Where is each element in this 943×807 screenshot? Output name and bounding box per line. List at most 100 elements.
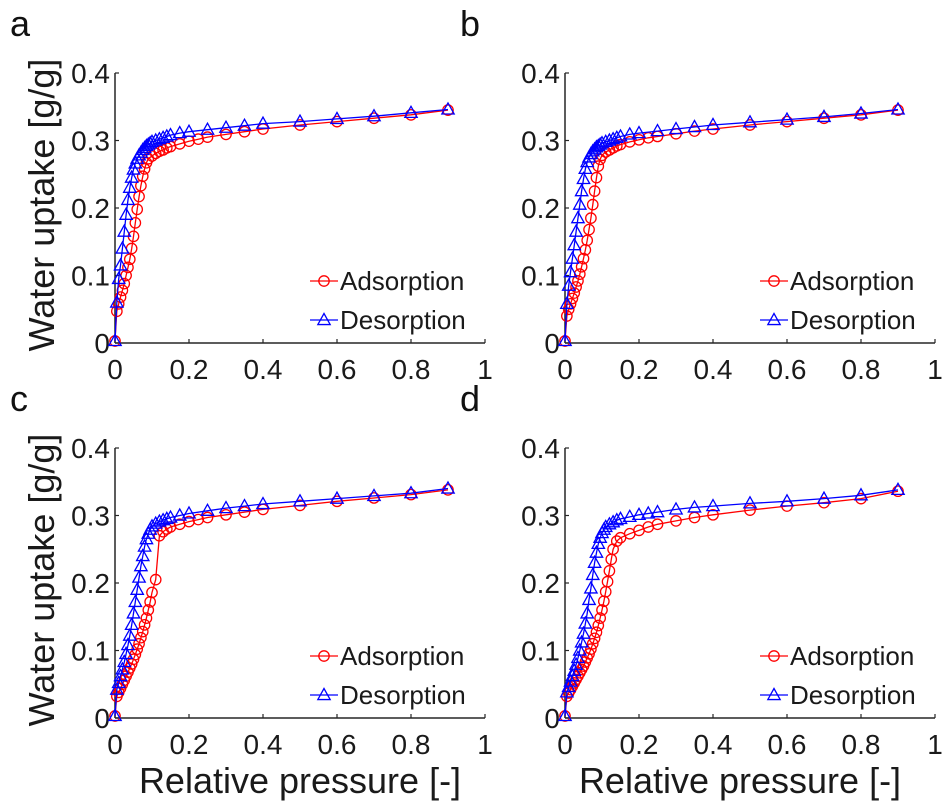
data-point (329, 111, 345, 125)
y-tick-label: 0.3 (521, 501, 560, 532)
legend: Adsorption Desorption (310, 266, 466, 335)
data-point (890, 101, 906, 115)
x-tick-label: 0 (107, 729, 123, 760)
data-point (581, 234, 594, 247)
y-tick-label: 0.2 (521, 568, 560, 599)
x-tick-label: 0.2 (620, 354, 659, 385)
data-point (159, 511, 175, 525)
legend-entry: Desorption (790, 680, 916, 710)
data-point (779, 111, 795, 125)
data-point (136, 170, 149, 183)
data-point (744, 504, 756, 516)
data-point (237, 117, 252, 131)
y-tick-label: 0.2 (71, 568, 110, 599)
data-point (576, 171, 591, 185)
data-point (557, 708, 573, 722)
y-tick-label: 0.1 (71, 636, 110, 667)
data-point (200, 121, 215, 135)
data-point (122, 261, 134, 274)
data-point (816, 490, 832, 504)
data-point (129, 581, 145, 595)
y-axis-label-text: Water uptake [g/g] (21, 433, 62, 727)
x-tick-label: 0 (107, 354, 123, 385)
data-point (890, 482, 906, 496)
data-point (581, 592, 597, 606)
y-tick-label: 0.2 (71, 193, 110, 224)
data-point (601, 575, 614, 588)
data-point (565, 668, 580, 682)
data-point (128, 594, 143, 608)
legend-entry: Desorption (790, 305, 916, 335)
x-axis-label-right: Relative pressure [-] (578, 760, 902, 801)
x-tick-label: 0.4 (694, 729, 733, 760)
data-point (588, 185, 601, 197)
data-point (603, 564, 616, 577)
data-point (742, 495, 758, 509)
data-point (705, 117, 721, 131)
data-point (668, 121, 684, 135)
data-point (559, 296, 575, 310)
x-tick-label: 0.6 (768, 354, 807, 385)
data-point (113, 257, 128, 271)
data-point (602, 132, 617, 146)
data-point (561, 679, 576, 693)
data-point (155, 512, 171, 526)
data-point (159, 128, 175, 142)
panel-label: b (460, 3, 480, 44)
data-point (609, 129, 625, 144)
panel-label: c (10, 378, 28, 419)
data-point (579, 605, 595, 619)
data-point (137, 538, 152, 552)
chart-panel-c: c 0 0.2 0.4 0.6 0.8 1 0 0.1 0.2 0.3 0.4 Adsorption De… (10, 378, 493, 760)
data-point (578, 161, 593, 175)
y-tick-label: 0 (94, 703, 110, 734)
x-tick-label: 0.4 (244, 729, 283, 760)
chart-panel-b: b 0 0.2 0.4 0.6 0.8 1 0 0.1 0.2 0.3 0.4 Adsorption De… (460, 3, 943, 385)
chart-panel-a: a 0 0.2 0.4 0.6 0.8 1 0 0.1 0.2 0.3 0.4 Adsorption De… (10, 3, 493, 385)
data-point (583, 580, 599, 594)
data-point (572, 275, 584, 287)
data-point (442, 483, 454, 496)
data-point (594, 135, 610, 149)
y-tick-label: 0 (94, 328, 110, 359)
data-point (574, 183, 589, 197)
data-point (135, 548, 151, 562)
data-point (575, 260, 588, 273)
legend-entry: Desorption (340, 680, 466, 710)
y-tick-label: 0.4 (71, 58, 110, 89)
data-point (128, 155, 143, 169)
y-tick-label: 0.4 (521, 433, 560, 464)
data-point (566, 237, 582, 251)
data-point (155, 129, 171, 144)
data-point (605, 131, 621, 145)
data-point (610, 535, 623, 548)
data-point (292, 113, 308, 127)
data-point (153, 529, 166, 542)
data-point (172, 507, 188, 521)
data-point (640, 505, 656, 519)
y-tick-label: 0.1 (521, 636, 560, 667)
data-point (366, 488, 382, 502)
data-point (366, 108, 382, 122)
data-point (116, 223, 132, 237)
data-point (115, 240, 130, 254)
data-point (613, 511, 628, 525)
data-point (140, 612, 153, 624)
data-point (633, 133, 645, 146)
data-point (568, 656, 584, 670)
data-point (124, 617, 139, 631)
data-point (218, 119, 234, 133)
x-tick-label: 0.4 (694, 354, 733, 385)
x-tick-label: 0.4 (244, 354, 283, 385)
data-point (853, 487, 869, 501)
data-point (631, 506, 647, 521)
legend-marker (766, 687, 782, 701)
data-point (594, 612, 607, 624)
legend-marker (318, 275, 330, 287)
data-point (129, 150, 145, 164)
x-tick-label: 0.8 (842, 729, 881, 760)
data-point (562, 303, 575, 316)
data-point (237, 498, 252, 512)
data-point (238, 506, 251, 518)
